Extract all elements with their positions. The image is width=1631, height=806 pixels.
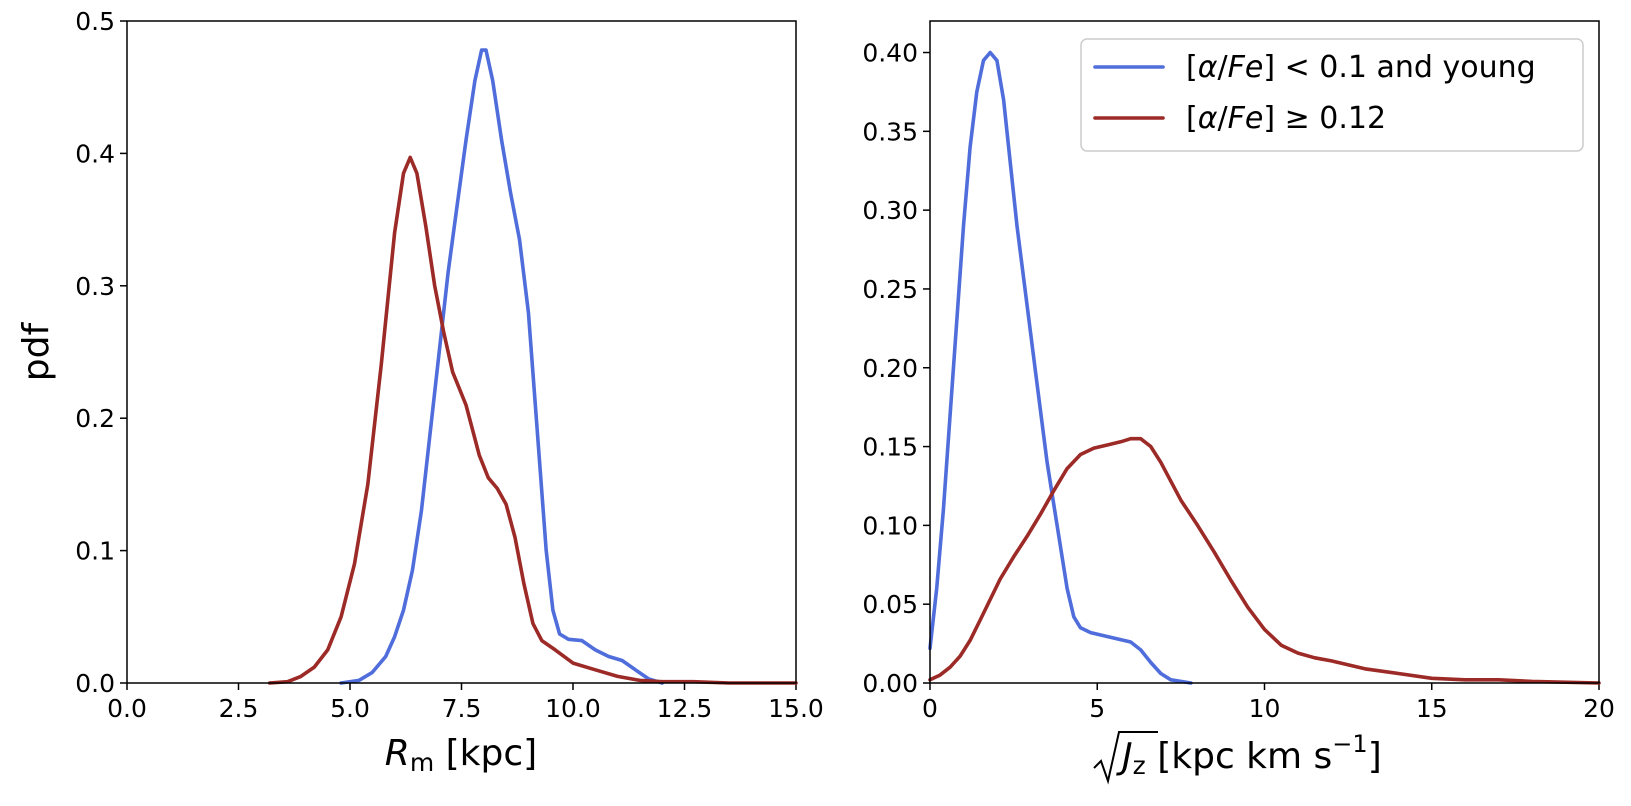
legend-0-suffix: ] < 0.1 and young — [1263, 50, 1535, 85]
right-y-tick-label: 0.25 — [862, 275, 918, 304]
legend-0-sep: / — [1218, 50, 1229, 85]
left-plot-frame — [126, 20, 797, 684]
right-y-tick-label: 0.35 — [862, 117, 918, 146]
right-y-tick-label: 0.40 — [862, 39, 918, 68]
legend-label-young: [α/Fe] < 0.1 and young — [1186, 50, 1536, 85]
left-series-line-0 — [339, 48, 664, 685]
right-plot-frame — [929, 20, 1600, 684]
sqrt-sign — [1093, 731, 1158, 785]
left-x-tick-label: 5.0 — [330, 694, 370, 723]
left-x-tick-label: 10.0 — [545, 694, 601, 723]
legend-0-fe: Fe — [1228, 50, 1264, 85]
legend-0-alpha: α — [1198, 50, 1218, 85]
right-series-line-0 — [928, 50, 1193, 685]
right-y-tick-label: 0.05 — [862, 590, 918, 619]
left-y-axis-label: pdf — [16, 321, 57, 381]
right-x-label-close: ] — [1368, 736, 1382, 777]
right-y-tick-label: 0.15 — [862, 433, 918, 462]
legend-1-sep: / — [1218, 101, 1229, 136]
left-curves — [267, 48, 798, 685]
legend-1-suffix: ] ≥ 0.12 — [1263, 101, 1386, 136]
left-panel: 0.0 2.5 5.0 7.5 10.0 12.5 15.0 0.0 0.1 0.2 0.3 0.4… — [16, 7, 824, 777]
right-x-axis-label: Jz [kpc km s−1] — [1093, 730, 1382, 785]
right-y-tick-label: 0.20 — [862, 354, 918, 383]
left-x-label-subscript: m — [410, 748, 434, 777]
right-x-label-unit: [kpc km s — [1146, 736, 1333, 777]
legend-1-alpha: α — [1198, 101, 1218, 136]
legend: [α/Fe] < 0.1 and young [α/Fe] ≥ 0.12 — [1080, 38, 1584, 152]
left-x-ticks: 0.0 2.5 5.0 7.5 10.0 12.5 15.0 — [107, 683, 824, 723]
left-y-ticks: 0.0 0.1 0.2 0.3 0.4 0.5 — [75, 7, 127, 698]
left-y-tick-label: 0.4 — [75, 139, 115, 168]
right-x-tick-label: 15 — [1416, 694, 1448, 723]
legend-0-prefix: [ — [1186, 50, 1198, 85]
legend-label-alpha-rich: [α/Fe] ≥ 0.12 — [1186, 101, 1386, 136]
right-x-tick-label: 5 — [1089, 694, 1105, 723]
right-curves — [928, 50, 1601, 685]
right-y-ticks: 0.00 0.05 0.10 0.15 0.20 0.25 0.30 0.35 0.40 — [862, 39, 930, 698]
right-x-tick-label: 0 — [922, 694, 938, 723]
right-x-tick-label: 20 — [1583, 694, 1615, 723]
right-y-tick-label: 0.10 — [862, 511, 918, 540]
right-x-ticks: 0 5 10 15 20 — [922, 683, 1615, 723]
right-x-label-exponent: −1 — [1332, 730, 1367, 758]
left-series-line-1 — [267, 155, 798, 685]
left-x-tick-label: 12.5 — [657, 694, 713, 723]
left-x-tick-label: 0.0 — [107, 694, 147, 723]
left-x-tick-label: 15.0 — [768, 694, 824, 723]
right-y-tick-label: 0.00 — [862, 669, 918, 698]
left-y-tick-label: 0.3 — [75, 272, 115, 301]
right-x-label-text: Jz [kpc km s−1] — [1116, 730, 1382, 780]
right-panel: 0 5 10 15 20 0.00 0.05 0.10 0.15 0.20 0.25 0.30 0.3… — [862, 20, 1615, 785]
legend-box — [1080, 38, 1584, 152]
left-x-tick-label: 7.5 — [442, 694, 482, 723]
right-y-tick-label: 0.30 — [862, 196, 918, 225]
left-x-axis-label: Rm [kpc] — [385, 733, 537, 777]
left-x-label-symbol: R — [385, 733, 410, 774]
left-y-tick-label: 0.1 — [75, 537, 115, 566]
left-x-label-unit: [kpc] — [434, 733, 537, 774]
legend-1-prefix: [ — [1186, 101, 1198, 136]
left-y-tick-label: 0.0 — [75, 669, 115, 698]
right-x-tick-label: 10 — [1249, 694, 1281, 723]
left-y-tick-label: 0.5 — [75, 7, 115, 36]
right-x-label-subscript: z — [1133, 751, 1146, 780]
left-x-tick-label: 2.5 — [219, 694, 259, 723]
right-series-line-1 — [928, 436, 1601, 685]
legend-1-fe: Fe — [1228, 101, 1264, 136]
left-y-tick-label: 0.2 — [75, 404, 115, 433]
